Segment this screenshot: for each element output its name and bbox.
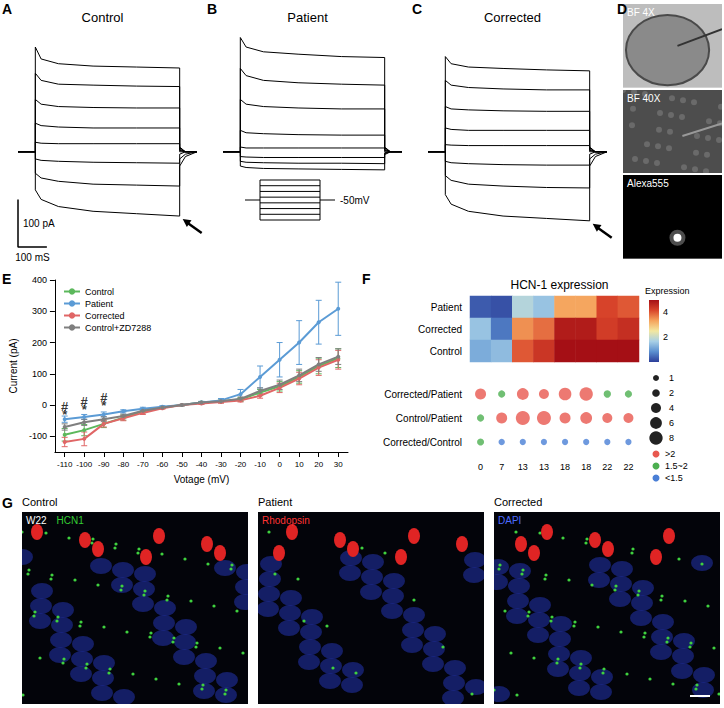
svg-text:Votage (mV): Votage (mV) bbox=[174, 474, 230, 485]
svg-text:Patient: Patient bbox=[287, 10, 328, 25]
svg-text:-40: -40 bbox=[196, 460, 208, 469]
html-text:Alexa555: Alexa555 bbox=[627, 178, 669, 190]
svg-text:Corrected: Corrected bbox=[85, 311, 125, 321]
svg-text:22: 22 bbox=[623, 462, 633, 472]
html-text:HCN1: HCN1 bbox=[56, 515, 84, 526]
svg-text:-20: -20 bbox=[235, 460, 247, 469]
svg-text:Control: Control bbox=[430, 346, 462, 357]
svg-text:0: 0 bbox=[277, 460, 282, 469]
html-text:Patient: Patient bbox=[258, 496, 293, 508]
svg-text:300: 300 bbox=[32, 306, 47, 316]
svg-text:*: * bbox=[82, 402, 88, 417]
html-text:Rhodopsin: Rhodopsin bbox=[262, 515, 310, 526]
svg-text:13: 13 bbox=[518, 462, 528, 472]
svg-text:-110: -110 bbox=[57, 460, 73, 469]
svg-text:>2: >2 bbox=[665, 449, 675, 459]
svg-text:-60: -60 bbox=[157, 460, 169, 469]
svg-text:7: 7 bbox=[499, 462, 504, 472]
html-text:C: C bbox=[412, 1, 423, 17]
svg-text:4: 4 bbox=[663, 307, 668, 317]
svg-text:Corrected: Corrected bbox=[484, 10, 541, 25]
svg-text:Corrected: Corrected bbox=[418, 324, 462, 335]
svg-text:400: 400 bbox=[32, 275, 47, 285]
html-text:E: E bbox=[2, 271, 12, 287]
svg-text:Control+ZD7288: Control+ZD7288 bbox=[85, 323, 151, 333]
svg-text:100 pA: 100 pA bbox=[23, 218, 55, 229]
html-text:Corrected: Corrected bbox=[494, 496, 543, 508]
html-text:BF 4X: BF 4X bbox=[627, 7, 655, 18]
svg-text:-50: -50 bbox=[176, 460, 188, 469]
html-text:DAPI: DAPI bbox=[498, 515, 522, 526]
svg-text:Corrected/Patient: Corrected/Patient bbox=[384, 389, 462, 400]
svg-text:100 mS: 100 mS bbox=[15, 252, 50, 263]
svg-text:Control: Control bbox=[82, 10, 124, 25]
svg-text:*: * bbox=[101, 398, 107, 413]
svg-text:-30: -30 bbox=[215, 460, 227, 469]
svg-text:*: * bbox=[62, 407, 68, 422]
svg-text:20: 20 bbox=[314, 460, 323, 469]
svg-text:HCN-1 expression: HCN-1 expression bbox=[510, 278, 608, 292]
svg-text:18: 18 bbox=[581, 462, 591, 472]
svg-text:-70: -70 bbox=[137, 460, 149, 469]
svg-text:10: 10 bbox=[295, 460, 304, 469]
svg-text:0: 0 bbox=[478, 462, 483, 472]
html-text:Control: Control bbox=[22, 496, 58, 508]
svg-text:-80: -80 bbox=[118, 460, 130, 469]
html-text:D: D bbox=[617, 1, 628, 17]
svg-text:1: 1 bbox=[669, 373, 674, 383]
svg-text:0: 0 bbox=[42, 400, 47, 410]
html-text:BF 40X: BF 40X bbox=[627, 92, 661, 104]
svg-text:2: 2 bbox=[669, 388, 674, 398]
svg-text:-100: -100 bbox=[29, 431, 47, 441]
svg-text:-90: -90 bbox=[98, 460, 110, 469]
svg-text:<1.5: <1.5 bbox=[665, 473, 683, 483]
svg-text:-50mV: -50mV bbox=[340, 195, 370, 206]
svg-text:Control: Control bbox=[85, 287, 114, 297]
svg-text:30: 30 bbox=[334, 460, 343, 469]
svg-text:Expression: Expression bbox=[645, 286, 690, 296]
svg-text:200: 200 bbox=[32, 338, 47, 348]
html-text:G: G bbox=[2, 495, 13, 511]
svg-text:Patient: Patient bbox=[85, 299, 114, 309]
html-text:B: B bbox=[207, 1, 218, 17]
html-text:W22: W22 bbox=[26, 515, 47, 526]
svg-text:Corrected/Control: Corrected/Control bbox=[383, 437, 462, 448]
svg-text:6: 6 bbox=[669, 418, 674, 428]
svg-text:13: 13 bbox=[539, 462, 549, 472]
svg-text:2: 2 bbox=[663, 332, 668, 342]
svg-text:8: 8 bbox=[669, 433, 674, 443]
svg-text:22: 22 bbox=[602, 462, 612, 472]
svg-text:Patient: Patient bbox=[431, 302, 462, 313]
html-text:F: F bbox=[362, 271, 371, 287]
svg-text:Current (pA): Current (pA) bbox=[8, 338, 19, 393]
svg-text:100: 100 bbox=[32, 369, 47, 379]
svg-text:-100: -100 bbox=[76, 460, 93, 469]
svg-text:Control/Patient: Control/Patient bbox=[396, 413, 462, 424]
html-text:A: A bbox=[2, 1, 13, 17]
svg-text:18: 18 bbox=[560, 462, 570, 472]
svg-text:4: 4 bbox=[669, 403, 674, 413]
svg-text:-10: -10 bbox=[254, 460, 266, 469]
svg-text:1.5~2: 1.5~2 bbox=[665, 461, 688, 471]
